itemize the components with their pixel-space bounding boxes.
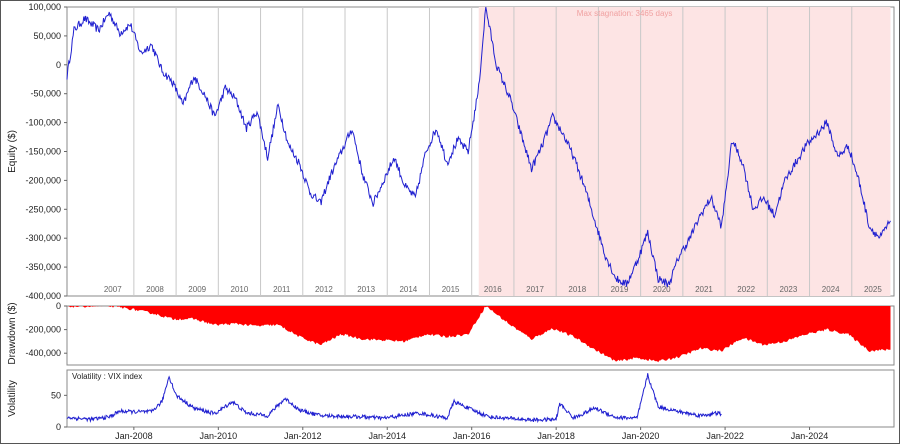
x-tick-label: Jan-2016 <box>453 431 491 441</box>
year-label: 2011 <box>273 285 291 294</box>
y-tick-label: -250,000 <box>25 204 61 214</box>
volatility-panel: 50 0 Volatility Volatility : VIX index Jan-2… <box>7 369 895 441</box>
year-label: 2008 <box>146 285 164 294</box>
x-tick-label: Jan-2010 <box>200 431 238 441</box>
x-tick-label: Jan-2018 <box>537 431 575 441</box>
y-tick-label: -200,000 <box>25 175 61 185</box>
y-tick-label: -300,000 <box>25 233 61 243</box>
volatility-plot-area <box>66 369 895 428</box>
x-tick-label: Jan-2012 <box>284 431 322 441</box>
x-tick-label: Jan-2024 <box>791 431 829 441</box>
x-tick-label: Jan-2008 <box>115 431 153 441</box>
drawdown-area <box>67 306 891 363</box>
year-label: 2014 <box>399 285 417 294</box>
year-label: 2009 <box>188 285 206 294</box>
y-tick-label: -100,000 <box>25 118 61 128</box>
year-label: 2021 <box>695 285 713 294</box>
y-tick-label: -200,000 <box>25 325 61 335</box>
year-label: 2023 <box>780 285 798 294</box>
y-tick-label: 50 <box>51 390 61 400</box>
y-tick-label: -400,000 <box>25 348 61 358</box>
y-tick-label: 0 <box>56 422 61 432</box>
x-tick-label: Jan-2022 <box>706 431 744 441</box>
stagnation-region <box>478 7 891 296</box>
year-label: 2024 <box>822 285 840 294</box>
year-label: 2012 <box>315 285 333 294</box>
year-label: 2020 <box>653 285 671 294</box>
volatility-axis-label: Volatility <box>7 380 18 417</box>
year-label: 2013 <box>357 285 375 294</box>
x-tick-label: Jan-2020 <box>622 431 660 441</box>
drawdown-panel: 0 -200,000 -400,000 Drawdown ($) <box>7 301 895 366</box>
y-tick-label: 0 <box>56 301 61 311</box>
drawdown-axis-label: Drawdown ($) <box>7 302 18 364</box>
x-tick-label: Jan-2014 <box>368 431 406 441</box>
year-label: 2018 <box>568 285 586 294</box>
y-tick-label: 50,000 <box>33 31 61 41</box>
equity-panel: 2007 2008 2009 2010 2011 2012 2013 2014 2015 2016… <box>7 2 895 301</box>
equity-axis-label: Equity ($) <box>7 130 18 173</box>
y-tick-label: -150,000 <box>25 147 61 157</box>
volatility-line <box>66 373 722 424</box>
y-tick-label: -50,000 <box>30 89 61 99</box>
year-label: 2025 <box>864 285 882 294</box>
y-tick-label: 0 <box>56 60 61 70</box>
equity-line <box>66 6 891 288</box>
y-tick-label: 100,000 <box>28 2 61 12</box>
year-label: 2007 <box>104 285 122 294</box>
year-label: 2015 <box>442 285 460 294</box>
year-label: 2016 <box>484 285 502 294</box>
year-label: 2010 <box>231 285 249 294</box>
volatility-title: Volatility : VIX index <box>72 372 142 381</box>
year-label: 2022 <box>737 285 755 294</box>
y-tick-label: -350,000 <box>25 262 61 272</box>
y-tick-label: -400,000 <box>25 291 61 301</box>
year-label: 2017 <box>526 285 544 294</box>
stagnation-annotation: Max stagnation: 3465 days <box>577 9 673 18</box>
year-label: 2019 <box>611 285 629 294</box>
